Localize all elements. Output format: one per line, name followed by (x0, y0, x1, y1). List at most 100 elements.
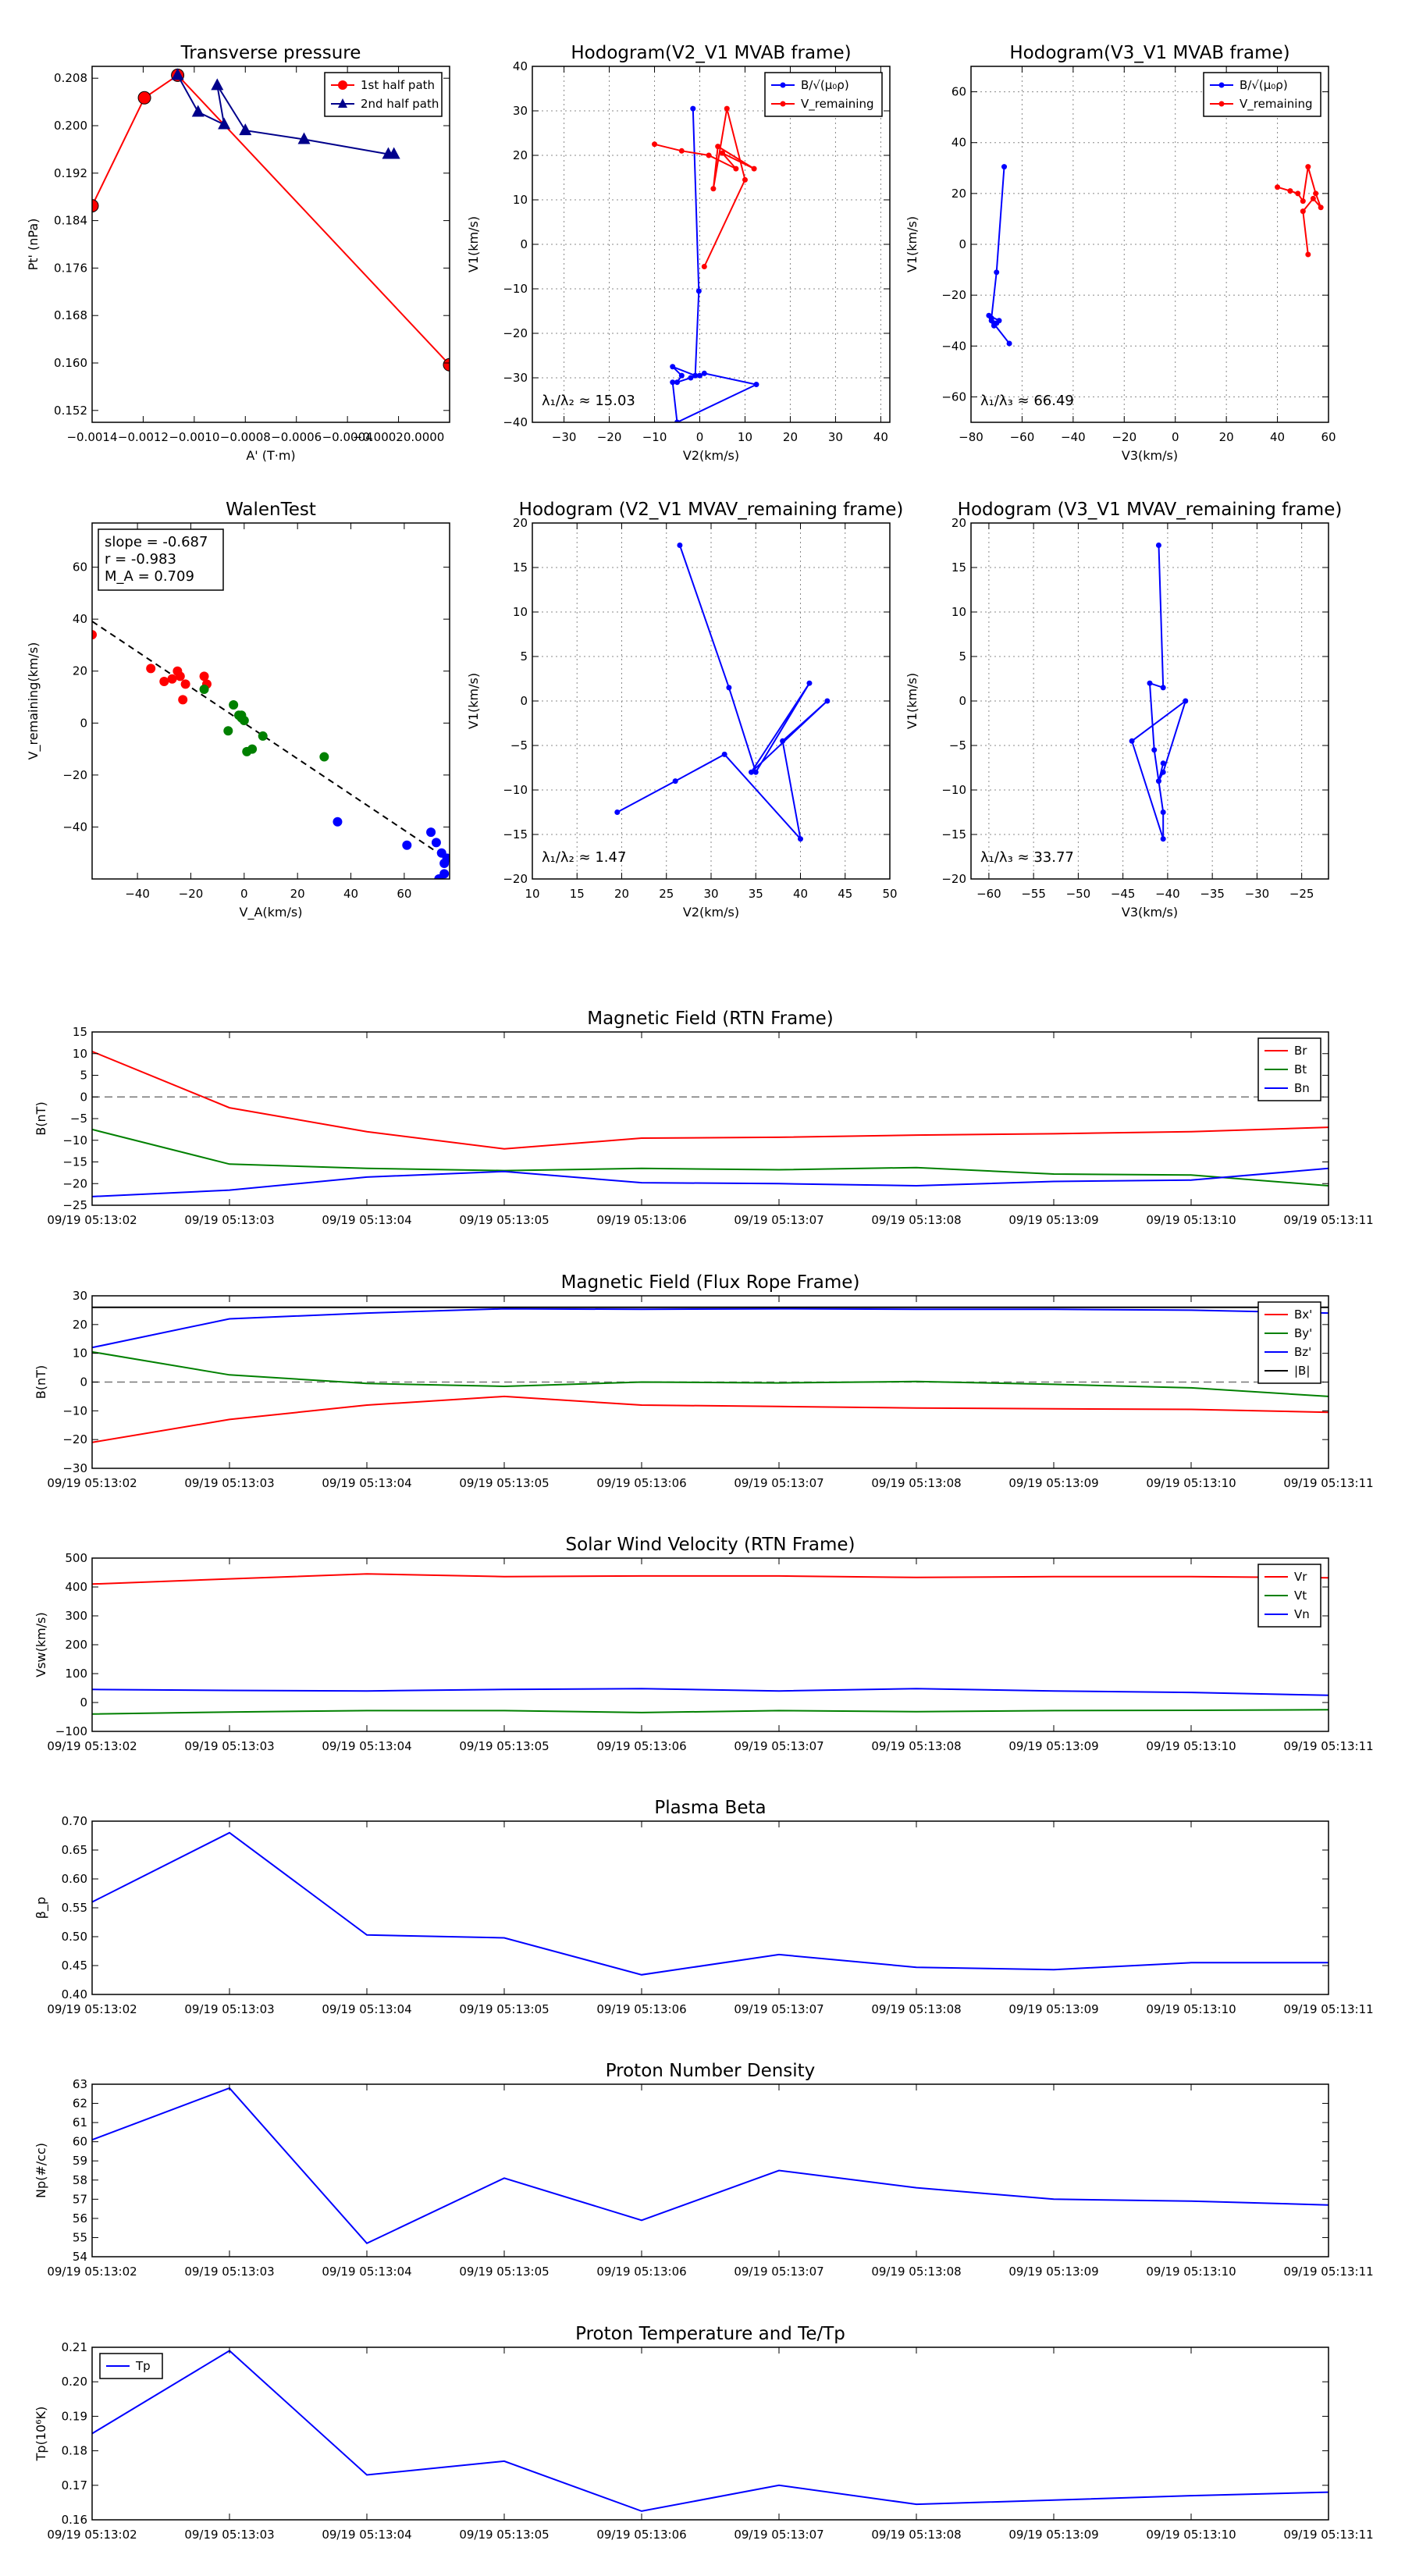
data-point (1313, 190, 1319, 197)
x-tick-label: 09/19 05:13:10 (1146, 2265, 1236, 2279)
data-point (333, 817, 343, 827)
y-tick-label: 57 (73, 2192, 87, 2206)
x-tick-label: 09/19 05:13:09 (1008, 2528, 1098, 2542)
y-tick-label: 300 (65, 1609, 87, 1623)
x-tick-label: −25 (1289, 887, 1314, 901)
chart-hodogram-v3-v1-mvab: −80 −60 −40 −20 0 20 40 60 −60 −40 −20 0 20 40 60 Hodog… (905, 43, 1336, 463)
y-tick-label: 60 (951, 85, 966, 99)
x-tick-label: 09/19 05:13:08 (871, 1476, 961, 1490)
y-tick-label: 0.192 (54, 166, 87, 180)
y-tick-label: 0 (80, 1695, 87, 1710)
y-tick-label: 30 (73, 1289, 87, 1303)
data-point (1305, 251, 1311, 258)
data-point (180, 679, 190, 689)
chart-plasma-beta: 09/19 05:13:02 09/19 05:13:03 09/19 05:13:… (34, 1798, 1374, 2016)
y-tick-label: 10 (513, 193, 528, 207)
data-point (218, 117, 231, 130)
x-tick-label: 15 (570, 887, 585, 901)
y-tick-label: 0.50 (62, 1930, 87, 1944)
data-point (1183, 698, 1189, 704)
series-hodogram (1129, 543, 1189, 842)
x-tick-label: 09/19 05:13:09 (1008, 1739, 1098, 1753)
y-tick-label: 15 (951, 560, 966, 575)
x-tick-label: 09/19 05:13:03 (184, 2002, 274, 2016)
legend-box (1257, 1564, 1321, 1628)
series-line (92, 1573, 1329, 1585)
chart-title: Magnetic Field (RTN Frame) (587, 1009, 834, 1029)
annotation-text: λ₁/λ₃ ≈ 33.77 (980, 849, 1074, 866)
axes-frame (91, 522, 450, 880)
y-tick-label: 61 (73, 2115, 87, 2129)
data-point (695, 288, 702, 294)
y-axis-label: B(nT) (34, 1101, 48, 1135)
y-tick-label: −5 (949, 738, 966, 753)
data-point (199, 671, 209, 681)
x-tick-label: 09/19 05:13:06 (596, 2265, 686, 2279)
data-point (92, 199, 99, 213)
x-tick-label: 09/19 05:13:11 (1283, 1476, 1373, 1490)
data-point (710, 186, 717, 192)
x-tick-label: −60 (976, 887, 1001, 901)
x-tick-label: 40 (793, 887, 808, 901)
x-tick-label: 09/19 05:13:11 (1283, 1213, 1373, 1227)
y-tick-label: 20 (951, 516, 966, 530)
y-tick-label: −20 (941, 872, 966, 886)
y-tick-label: 58 (73, 2173, 87, 2187)
y-tick-label: −30 (62, 1461, 87, 1475)
legend-marker (1218, 101, 1225, 107)
y-tick-label: 0.55 (62, 1901, 87, 1915)
data-point (1160, 769, 1166, 775)
y-tick-label: 0 (959, 694, 966, 708)
y-tick-label: 0.160 (54, 356, 87, 370)
data-point (652, 141, 658, 148)
x-tick-label: 0 (696, 430, 704, 444)
data-point (715, 144, 721, 150)
axes-frame (91, 66, 450, 423)
x-tick-label: 09/19 05:13:04 (322, 1476, 411, 1490)
data-point (751, 165, 757, 172)
chart-hodogram-v2-v1-mvab: −30 −20 −10 0 10 20 30 40 −40 −30 −20 −10 0 10 20 30 40 H… (466, 43, 891, 463)
x-axis-label: V3(km/s) (1122, 448, 1178, 463)
series-red (92, 630, 212, 705)
x-tick-label: 0 (1172, 430, 1179, 444)
data-point (431, 838, 441, 848)
series-beta (92, 1831, 1329, 1976)
x-tick-label: −20 (597, 430, 622, 444)
y-axis-label: V1(km/s) (466, 216, 481, 272)
x-tick-label: 09/19 05:13:03 (184, 1213, 274, 1227)
data-point (426, 827, 436, 838)
chart-title: Plasma Beta (654, 1798, 766, 1818)
x-tick-label: −10 (642, 430, 667, 444)
data-point (1318, 205, 1324, 211)
y-tick-label: 200 (65, 1638, 87, 1652)
x-tick-label: −20 (179, 887, 204, 901)
y-tick-label: 0.18 (62, 2444, 87, 2458)
x-tick-label: 10 (738, 430, 752, 444)
x-tick-label: 30 (703, 887, 718, 901)
y-tick-label: −10 (503, 783, 528, 797)
legend-marker (780, 101, 786, 107)
series-line (92, 1308, 1329, 1349)
x-tick-label: 09/19 05:13:05 (459, 1213, 549, 1227)
x-tick-label: −60 (1010, 430, 1035, 444)
data-point (223, 726, 233, 736)
y-tick-label: −5 (70, 1112, 87, 1126)
legend-marker (780, 82, 786, 88)
y-axis-label: V_remaining(km/s) (26, 642, 41, 760)
series-Br (92, 1051, 1329, 1150)
x-tick-label: 09/19 05:13:06 (596, 1739, 686, 1753)
x-tick-label: 20 (1219, 430, 1234, 444)
x-tick-label: 09/19 05:13:09 (1008, 2002, 1098, 2016)
x-tick-label: −0.0004 (322, 430, 373, 444)
data-point (1300, 208, 1306, 215)
x-tick-label: 09/19 05:13:03 (184, 1476, 274, 1490)
y-tick-label: 15 (73, 1025, 87, 1039)
series-Bt (92, 1128, 1329, 1187)
x-tick-label: 09/19 05:13:10 (1146, 2528, 1236, 2542)
data-point (1155, 778, 1161, 785)
x-tick-label: 20 (614, 887, 629, 901)
x-tick-label: 09/19 05:13:08 (871, 2002, 961, 2016)
data-point (678, 372, 685, 379)
data-point (806, 680, 813, 686)
data-point (677, 543, 683, 548)
